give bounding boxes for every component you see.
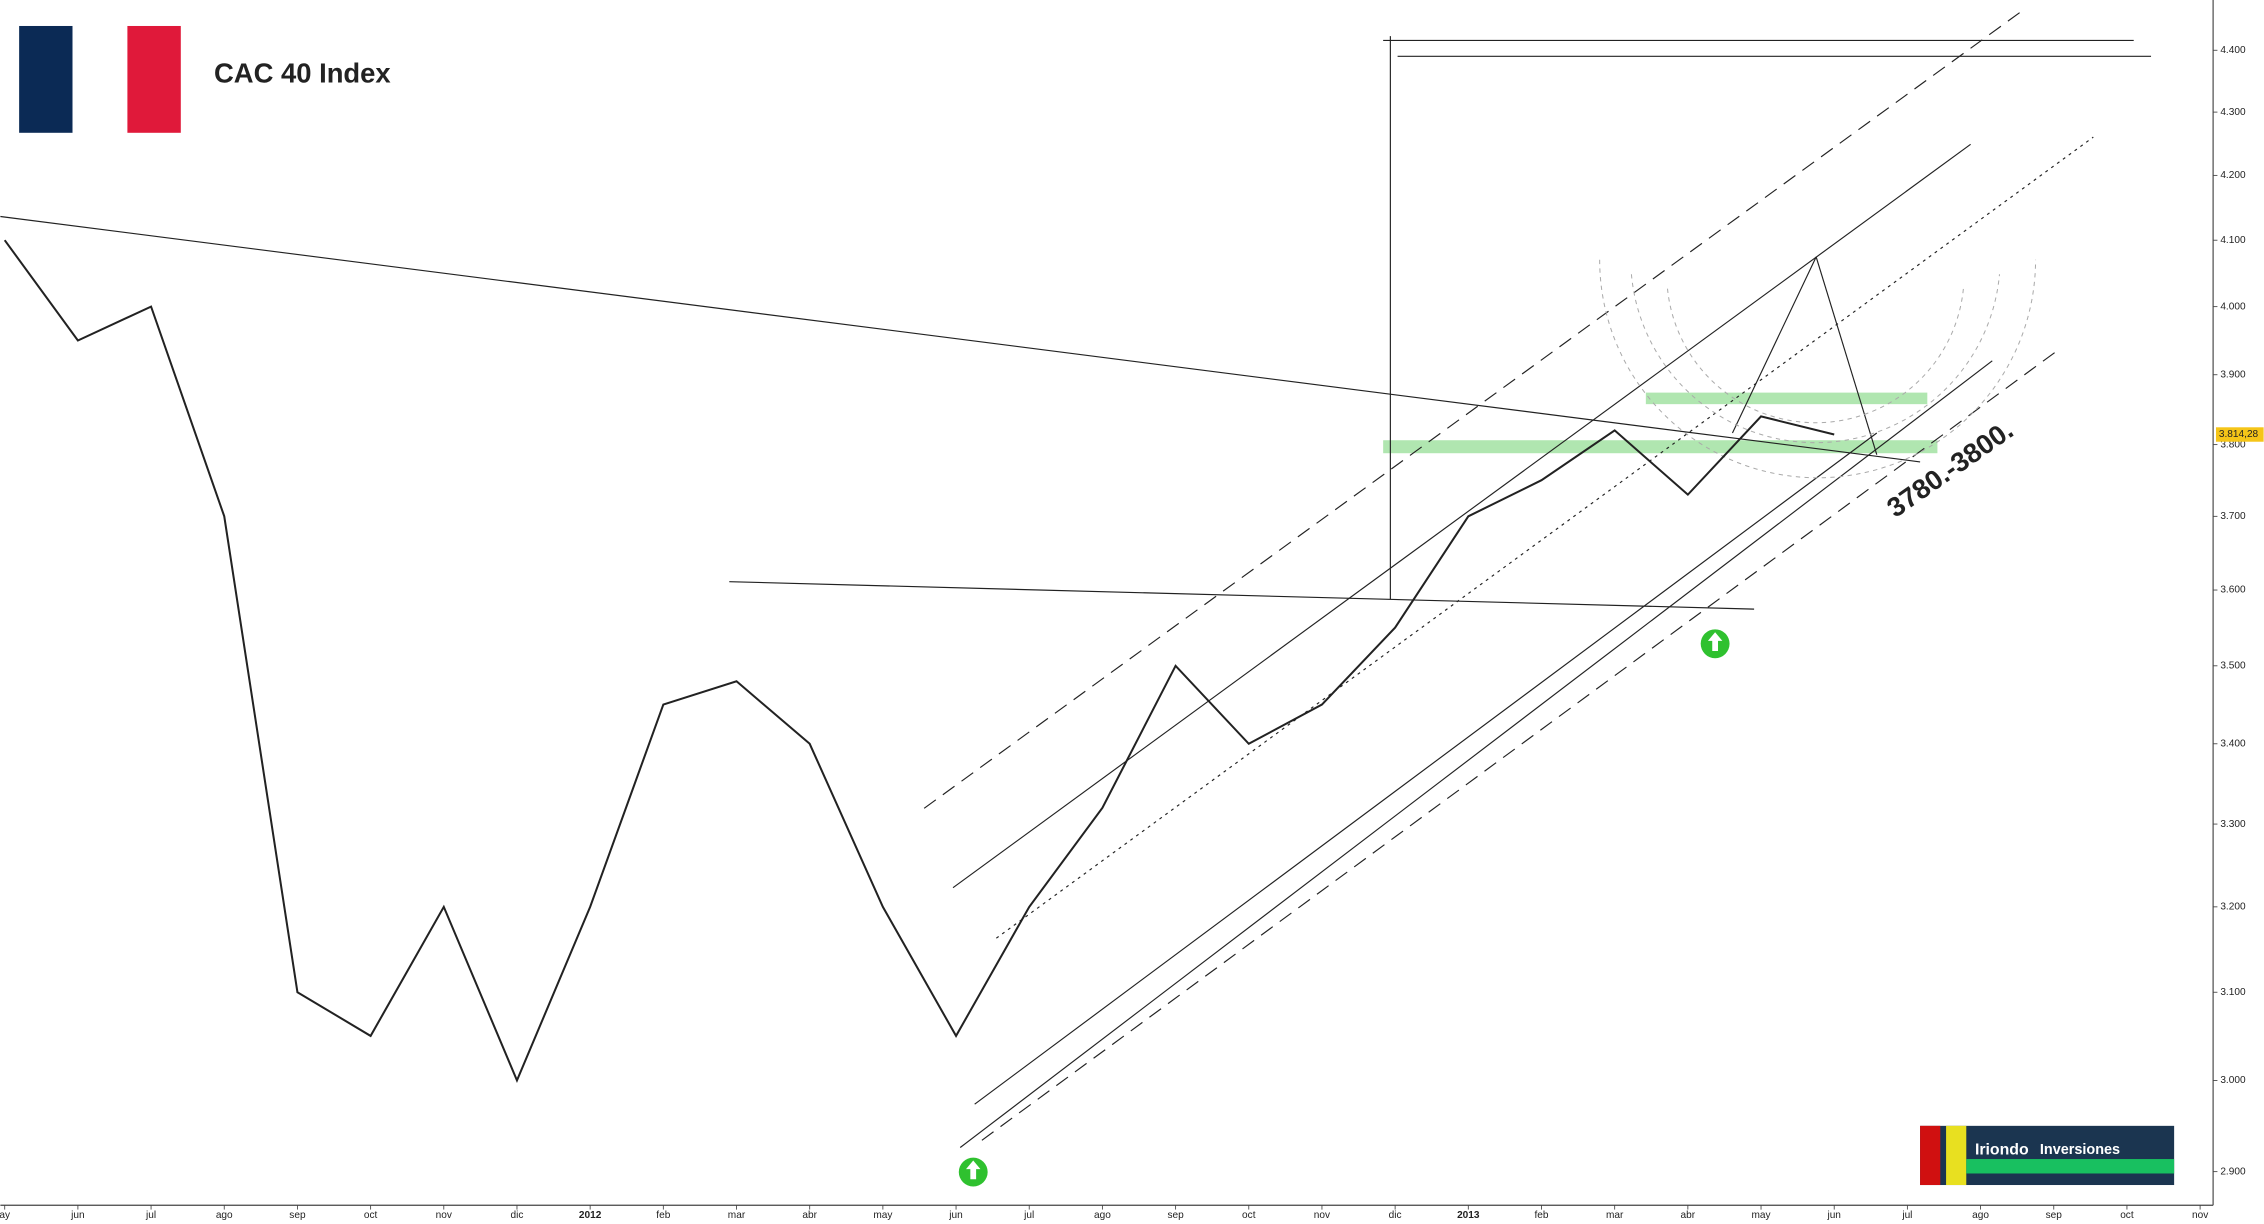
y-tick-label: 3.900 <box>2220 369 2246 380</box>
x-tick-label: nov <box>436 1210 453 1221</box>
y-tick-label: 3.300 <box>2220 819 2246 830</box>
x-tick-label: feb <box>1534 1210 1548 1221</box>
x-tick-label: jul <box>1901 1210 1912 1221</box>
x-tick-label: oct <box>2120 1210 2134 1221</box>
x-tick-label: ago <box>1094 1210 1111 1221</box>
y-tick-label: 3.100 <box>2220 987 2246 998</box>
x-tick-label: sep <box>2046 1210 2063 1221</box>
last-price-marker <box>2215 427 2264 442</box>
fibonacci-arcs <box>1599 259 2037 479</box>
logo-left: Iriondo <box>1975 1142 2029 1159</box>
support-zone <box>1383 440 1938 454</box>
y-tick-label: 3.500 <box>2220 660 2246 671</box>
x-tick-label: feb <box>656 1210 670 1221</box>
x-tick-label: jun <box>70 1210 84 1221</box>
x-tick-label: nov <box>1314 1210 1331 1221</box>
resistance-zone <box>1645 392 1928 405</box>
y-tick-label: 3.000 <box>2220 1075 2246 1086</box>
x-tick-label: ago <box>216 1210 233 1221</box>
y-tick-label: 3.800 <box>2220 439 2246 450</box>
buy-signal <box>958 629 1730 1187</box>
price-line <box>3 239 1835 1083</box>
flag <box>19 25 181 133</box>
logo: Iriondo Inversiones <box>1920 1125 2175 1186</box>
x-tick-label: nov <box>2192 1210 2209 1221</box>
x-tick-label: may <box>1751 1210 1771 1221</box>
y-tick-label: 4.000 <box>2220 301 2246 312</box>
y-tick-label: 4.200 <box>2220 170 2246 181</box>
x-tick-label: jun <box>948 1210 962 1221</box>
x-tick-label: jul <box>145 1210 156 1221</box>
trend-lines <box>0 11 2152 1148</box>
x-tick-label: mar <box>1606 1210 1624 1221</box>
x-tick-label: 2013 <box>1457 1210 1480 1221</box>
x-tick-label: ago <box>1972 1210 1989 1221</box>
y-tick-label: 3.400 <box>2220 738 2246 749</box>
x-tick-label: ay <box>0 1210 11 1221</box>
logo-right: Inversiones <box>2040 1142 2120 1158</box>
x-tick-label: abr <box>1681 1210 1696 1221</box>
last-price-label: 3.814,28 <box>2219 429 2259 440</box>
x-tick-label: sep <box>289 1210 306 1221</box>
x-tick-label: dic <box>1389 1210 1402 1221</box>
x-tick-label: mar <box>728 1210 746 1221</box>
x-tick-label: dic <box>511 1210 524 1221</box>
x-tick-label: oct <box>364 1210 378 1221</box>
x-tick-label: jun <box>1826 1210 1840 1221</box>
x-tick-label: may <box>873 1210 893 1221</box>
x-tick-label: sep <box>1167 1210 1184 1221</box>
x-tick-label: 2012 <box>579 1210 602 1221</box>
y-tick-label: 3.600 <box>2220 585 2246 596</box>
x-tick-label: abr <box>802 1210 817 1221</box>
y-tick-label: 4.400 <box>2220 45 2246 56</box>
chart-title: CAC 40 Index <box>214 57 391 88</box>
y-tick-label: 4.100 <box>2220 235 2246 246</box>
x-tick-label: jul <box>1023 1210 1034 1221</box>
x-tick-label: oct <box>1242 1210 1256 1221</box>
y-tick-label: 4.300 <box>2220 107 2246 118</box>
y-tick-label: 2.900 <box>2220 1166 2246 1177</box>
y-tick-label: 3.700 <box>2220 511 2246 522</box>
y-tick-label: 3.200 <box>2220 902 2246 913</box>
